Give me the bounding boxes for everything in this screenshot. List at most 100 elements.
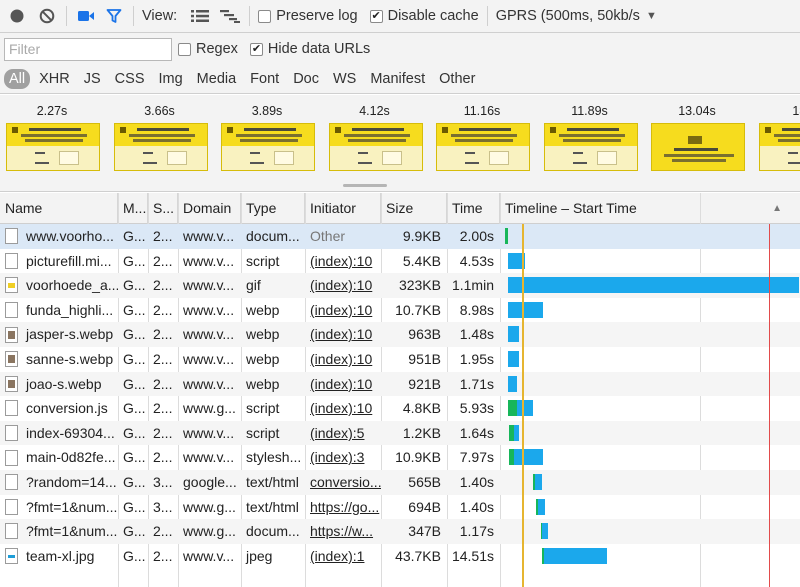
- name-cell[interactable]: www.voorho...: [0, 224, 118, 249]
- initiator-cell[interactable]: (index):10: [310, 351, 373, 367]
- initiator-cell[interactable]: (index):10: [310, 277, 373, 294]
- initiator-cell[interactable]: https://go...: [310, 498, 380, 515]
- table-row[interactable]: voorhoede_a... G... 2... www.v... gif (index)…: [0, 273, 800, 298]
- initiator-cell[interactable]: (index):10: [310, 301, 373, 318]
- waterfall-waiting-bar: [536, 498, 538, 515]
- time-cell: 1.40s: [459, 498, 494, 515]
- type-filter-ws[interactable]: WS: [332, 71, 357, 87]
- throttling-select[interactable]: GPRS (500ms, 50kb/s ▼: [496, 8, 657, 24]
- name-cell[interactable]: joao-s.webp: [0, 372, 118, 397]
- column-header-time[interactable]: Time: [447, 193, 500, 224]
- initiator-cell[interactable]: (index):10: [310, 252, 373, 269]
- disable-cache-toggle[interactable]: ✔ Disable cache: [369, 8, 479, 24]
- column-header-type[interactable]: Type: [241, 193, 305, 224]
- initiator-cell[interactable]: https://w...: [310, 523, 374, 540]
- time-cell: 1.71s: [459, 375, 494, 392]
- regex-checkbox[interactable]: [178, 42, 191, 56]
- column-header-method[interactable]: M...: [118, 193, 148, 224]
- column-header-status[interactable]: S...: [148, 193, 178, 224]
- domain-cell: www.v...: [183, 547, 235, 564]
- preserve-log-checkbox[interactable]: [258, 9, 272, 23]
- table-row[interactable]: www.voorho... G... 2... www.v... docum... Oth…: [0, 224, 800, 249]
- type-cell: script: [246, 400, 280, 417]
- initiator-cell[interactable]: conversio...: [310, 474, 381, 490]
- name-cell[interactable]: index-69304...: [0, 421, 118, 446]
- frame-timestamp: 13.0: [792, 104, 800, 118]
- file-icon: [5, 252, 18, 269]
- name-cell[interactable]: conversion.js: [0, 396, 118, 421]
- initiator-cell[interactable]: (index):5: [310, 424, 365, 441]
- clear-icon[interactable]: [36, 5, 58, 27]
- status-cell: 2...: [153, 449, 173, 466]
- table-row[interactable]: ?fmt=1&num... G... 2... www.g... docum... htt…: [0, 519, 800, 544]
- type-filter-js[interactable]: JS: [83, 71, 101, 87]
- table-row[interactable]: index-69304... G... 2... www.v... script (ind…: [0, 420, 800, 446]
- table-row[interactable]: main-0d82fe... G... 2... www.v... stylesh...…: [0, 445, 800, 470]
- domain-cell: www.g...: [183, 400, 236, 417]
- request-name: index-69304...: [26, 424, 115, 441]
- initiator-cell[interactable]: (index):10: [310, 326, 373, 343]
- table-row[interactable]: sanne-s.webp G... 2... www.v... webp (index):…: [0, 347, 800, 372]
- regex-toggle[interactable]: Regex: [178, 41, 238, 57]
- type-filter-xhr[interactable]: XHR: [39, 71, 70, 87]
- waterfall-receiving-bar: [507, 277, 799, 294]
- type-filter-font[interactable]: Font: [250, 71, 280, 87]
- type-cell: jpeg: [246, 547, 273, 564]
- initiator-cell[interactable]: (index):3: [310, 449, 365, 466]
- waterfall-receiving-bar: [507, 326, 519, 343]
- hide-data-urls-checkbox[interactable]: ✔: [249, 42, 263, 56]
- type-filter-media[interactable]: Media: [196, 71, 237, 87]
- name-cell[interactable]: funda_highli...: [0, 298, 118, 323]
- table-row[interactable]: conversion.js G... 2... www.g... script (inde…: [0, 396, 800, 421]
- filter-icon[interactable]: [103, 5, 125, 27]
- type-filter-doc[interactable]: Doc: [293, 71, 319, 87]
- type-filter-css[interactable]: CSS: [114, 71, 145, 87]
- table-row[interactable]: ?random=14... G... 3... google... text/html c…: [0, 470, 800, 495]
- status-cell: 2...: [153, 523, 173, 540]
- column-header-size[interactable]: Size: [381, 193, 447, 224]
- column-header-initiator[interactable]: Initiator: [305, 193, 381, 224]
- name-cell[interactable]: sanne-s.webp: [0, 347, 118, 372]
- name-cell[interactable]: picturefill.mi...: [0, 249, 118, 274]
- filmstrip-resize-handle[interactable]: [343, 184, 387, 187]
- name-cell[interactable]: ?fmt=1&num...: [0, 495, 118, 520]
- column-header-timeline[interactable]: Timeline – Start Time: [505, 200, 637, 216]
- table-row[interactable]: ?fmt=1&num... G... 3... www.g... text/html ht…: [0, 495, 800, 520]
- name-cell[interactable]: main-0d82fe...: [0, 445, 118, 470]
- column-header-domain[interactable]: Domain: [178, 193, 241, 224]
- name-cell[interactable]: ?fmt=1&num...: [0, 519, 118, 544]
- name-cell[interactable]: team-xl.jpg: [0, 544, 118, 569]
- request-name: ?random=14...: [26, 474, 117, 490]
- large-rows-icon[interactable]: [189, 5, 211, 27]
- table-row[interactable]: jasper-s.webp G... 2... www.v... webp (index)…: [0, 322, 800, 347]
- table-row[interactable]: picturefill.mi... G... 2... www.v... script (…: [0, 249, 800, 274]
- type-filter-other[interactable]: Other: [439, 71, 476, 87]
- type-filter-img[interactable]: Img: [158, 71, 183, 87]
- preserve-log-toggle[interactable]: Preserve log: [258, 8, 358, 24]
- status-cell: 2...: [153, 375, 173, 392]
- waterfall-waiting-bar: [504, 228, 508, 244]
- frame-thumbnail: [758, 123, 800, 171]
- status-cell: 3...: [153, 474, 173, 490]
- name-cell[interactable]: jasper-s.webp: [0, 322, 118, 347]
- time-cell: 14.51s: [451, 547, 494, 564]
- record-icon[interactable]: [6, 5, 28, 27]
- initiator-cell[interactable]: (index):1: [310, 547, 365, 564]
- initiator-cell[interactable]: (index):10: [310, 400, 373, 417]
- video-camera-icon[interactable]: [75, 5, 97, 27]
- table-row[interactable]: funda_highli... G... 2... www.v... webp (inde…: [0, 298, 800, 323]
- column-header-name[interactable]: Name: [0, 193, 118, 224]
- overview-icon[interactable]: [219, 5, 241, 27]
- filter-input[interactable]: [4, 37, 172, 61]
- initiator-cell[interactable]: (index):10: [310, 375, 373, 392]
- name-cell[interactable]: voorhoede_a...: [0, 273, 118, 298]
- name-cell[interactable]: ?random=14...: [0, 470, 118, 495]
- type-filter-manifest[interactable]: Manifest: [370, 71, 426, 87]
- request-name: voorhoede_a...: [26, 277, 118, 294]
- table-row[interactable]: team-xl.jpg G... 2... www.v... jpeg (index):1…: [0, 544, 800, 569]
- method-cell: G...: [123, 228, 146, 244]
- type-filter-all[interactable]: All: [4, 69, 31, 89]
- hide-data-urls-toggle[interactable]: ✔ Hide data URLs: [249, 41, 370, 57]
- disable-cache-checkbox[interactable]: ✔: [369, 9, 383, 23]
- table-row[interactable]: joao-s.webp G... 2... www.v... webp (index):1…: [0, 371, 800, 397]
